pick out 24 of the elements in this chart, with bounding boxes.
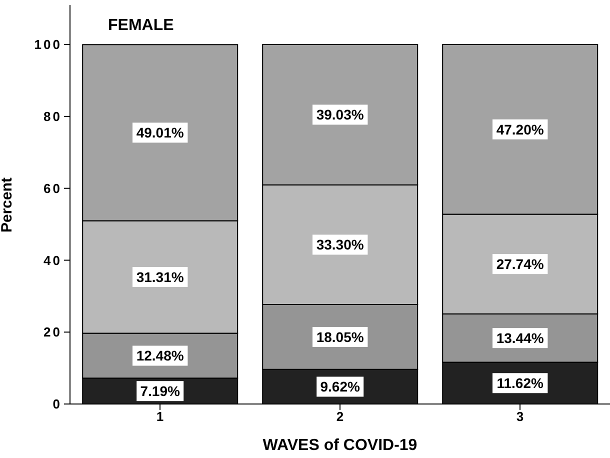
x-tick-label: 1 [156,409,164,424]
x-axis-title: WAVES of COVID-19 [262,437,418,454]
data-label: 7.19% [140,383,180,400]
x-tick-label: 3 [516,409,524,424]
data-label: 12.48% [136,348,184,364]
text: FEMALE [108,17,174,34]
data-label: 27.74% [496,256,544,272]
data-label: 18.05% [316,328,364,345]
y-tick-label: 0 [52,396,62,412]
data-label: 13.44% [496,330,544,346]
data-label: 49.01% [136,124,184,141]
y-tick-label: 20 [44,324,62,340]
y-tick-label: 100 [34,37,62,52]
data-label: 31.31% [136,269,184,286]
x-tick-label: 2 [336,409,344,424]
data-label: 11.62% [496,375,544,392]
data-label: 9.62% [320,378,360,395]
data-label: 39.03% [316,106,364,123]
data-label: 33.30% [316,236,364,253]
y-tick-label: 60 [44,180,62,196]
y-tick-label: 80 [44,109,62,124]
y-tick-label: 40 [44,252,62,268]
y-axis-title: Percent [0,177,16,232]
data-label: 47.20% [496,121,544,138]
